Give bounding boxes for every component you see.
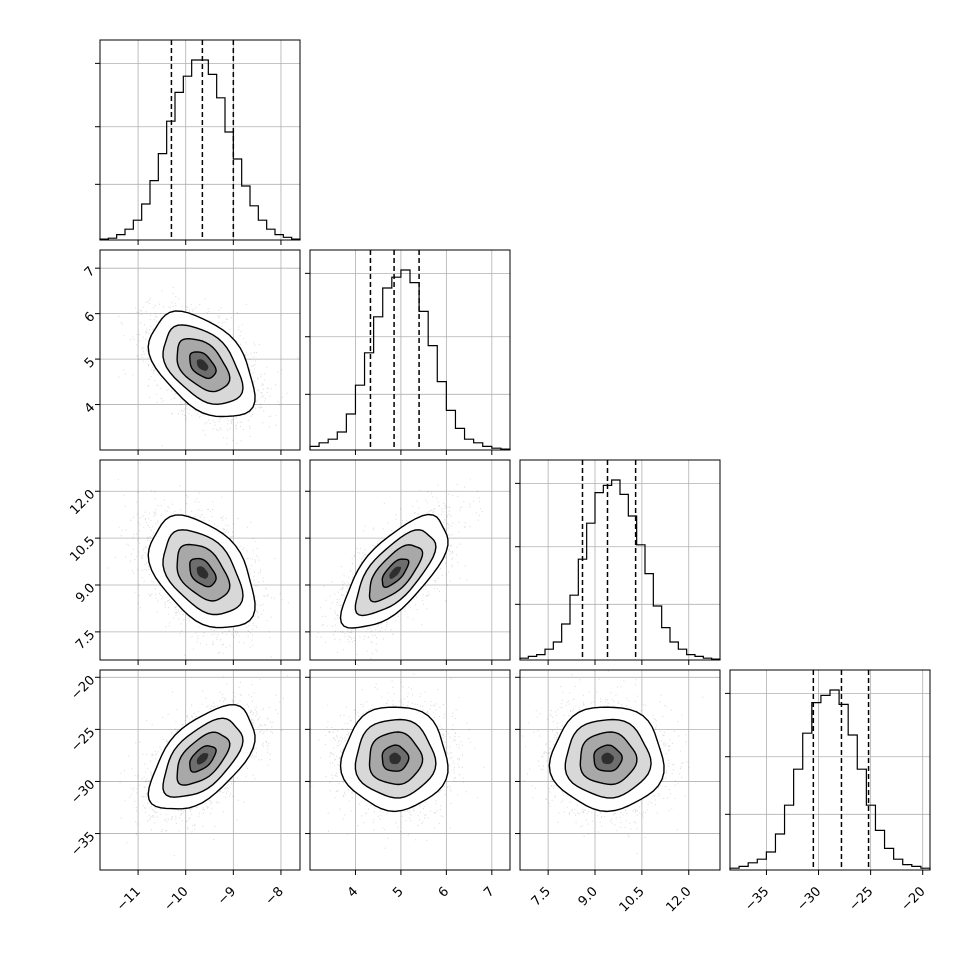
- scatter-panel-3-2: [515, 669, 721, 871]
- histogram-panel-1: [305, 249, 511, 451]
- contour-line: [354, 718, 437, 799]
- contour-line: [176, 543, 231, 602]
- x-tick-label: −25: [846, 884, 876, 914]
- histogram-panel-3: [725, 669, 931, 871]
- scatter-panel-2-0: [99, 459, 301, 661]
- scatter-panel-2-1: [305, 459, 511, 661]
- y-tick-label: 6: [82, 309, 98, 325]
- panel-frame: [309, 459, 511, 661]
- x-tick-label: 4: [345, 884, 361, 900]
- panel-frame: [309, 249, 511, 451]
- histogram-step: [519, 479, 721, 660]
- contour-line: [593, 744, 623, 772]
- contour-line: [548, 706, 665, 813]
- contour-line: [189, 351, 217, 380]
- density-fill: [389, 752, 401, 765]
- histogram-panel-2: [515, 459, 721, 661]
- x-tick-label: −8: [263, 884, 287, 908]
- histogram-step: [309, 269, 511, 450]
- contour-line: [368, 544, 424, 603]
- panel-content: [520, 670, 720, 870]
- y-tick-label: 9.0: [73, 581, 98, 606]
- contour-line: [147, 704, 256, 810]
- panel-frame: [99, 249, 301, 451]
- contour-line: [381, 558, 410, 589]
- contour-line: [147, 514, 256, 629]
- contour-line: [339, 706, 449, 813]
- x-tick-label: −20: [899, 884, 929, 914]
- contour-line: [354, 529, 437, 617]
- density-fill: [389, 566, 401, 579]
- x-tick-label: 5: [390, 884, 406, 900]
- density-fill: [196, 566, 209, 579]
- x-tick-label: −10: [162, 884, 192, 914]
- y-tick-label: −30: [68, 777, 98, 807]
- histogram-panel-0: [95, 39, 301, 241]
- panel-frame: [309, 669, 511, 871]
- x-tick-label: −30: [794, 884, 824, 914]
- contour-line: [176, 337, 231, 393]
- x-tick-label: −9: [215, 884, 239, 908]
- panel-frame: [99, 39, 301, 241]
- scatter-panel-3-0: [99, 669, 301, 871]
- panel-content: [310, 670, 510, 870]
- contour-line: [368, 731, 424, 786]
- contour-line: [339, 513, 449, 629]
- contour-line: [381, 744, 410, 772]
- scatter-panel-1-0: [99, 249, 301, 451]
- contour-line: [579, 731, 638, 786]
- x-tick-label: 9.0: [576, 884, 601, 909]
- x-tick-label: 12.0: [663, 884, 694, 915]
- y-tick-label: −35: [68, 829, 98, 859]
- scatter-points: [311, 673, 485, 849]
- density-fill: [196, 753, 209, 765]
- panel-frame: [729, 669, 931, 871]
- contour-line: [176, 731, 231, 786]
- panel-frame: [99, 669, 301, 871]
- y-tick-label: 7.5: [73, 628, 98, 653]
- y-tick-label: 4: [82, 400, 98, 416]
- contour-line: [162, 717, 244, 798]
- contour-line: [162, 529, 244, 616]
- y-tick-label: −25: [68, 725, 98, 755]
- y-tick-label: 5: [82, 355, 98, 371]
- y-tick-label: 10.5: [67, 534, 98, 565]
- x-tick-label: 7: [481, 884, 497, 900]
- contour-line: [162, 324, 244, 406]
- y-tick-label: 7: [82, 264, 98, 280]
- y-tick-label: 12.0: [67, 487, 98, 518]
- x-tick-label: 7.5: [529, 884, 554, 909]
- panel-content: [310, 460, 510, 660]
- contour-line: [147, 310, 256, 418]
- panel-frame: [519, 459, 721, 661]
- contour-line: [189, 557, 217, 588]
- y-tick-label: −20: [68, 673, 98, 703]
- x-tick-label: −11: [114, 884, 144, 914]
- x-tick-label: 6: [436, 884, 452, 900]
- contour-line: [564, 718, 652, 799]
- panel-content: [100, 460, 300, 660]
- density-fill: [601, 752, 614, 765]
- density-fill: [196, 359, 209, 371]
- scatter-points: [118, 286, 299, 450]
- x-tick-label: −35: [742, 884, 772, 914]
- histogram-step: [729, 689, 931, 870]
- panel-content: [100, 670, 300, 870]
- contour-line: [189, 744, 217, 773]
- histogram-step: [99, 59, 301, 240]
- panel-frame: [99, 459, 301, 661]
- scatter-panel-3-1: [305, 669, 511, 871]
- x-tick-label: 10.5: [617, 884, 648, 915]
- panel-frame: [519, 669, 721, 871]
- panel-content: [100, 250, 300, 450]
